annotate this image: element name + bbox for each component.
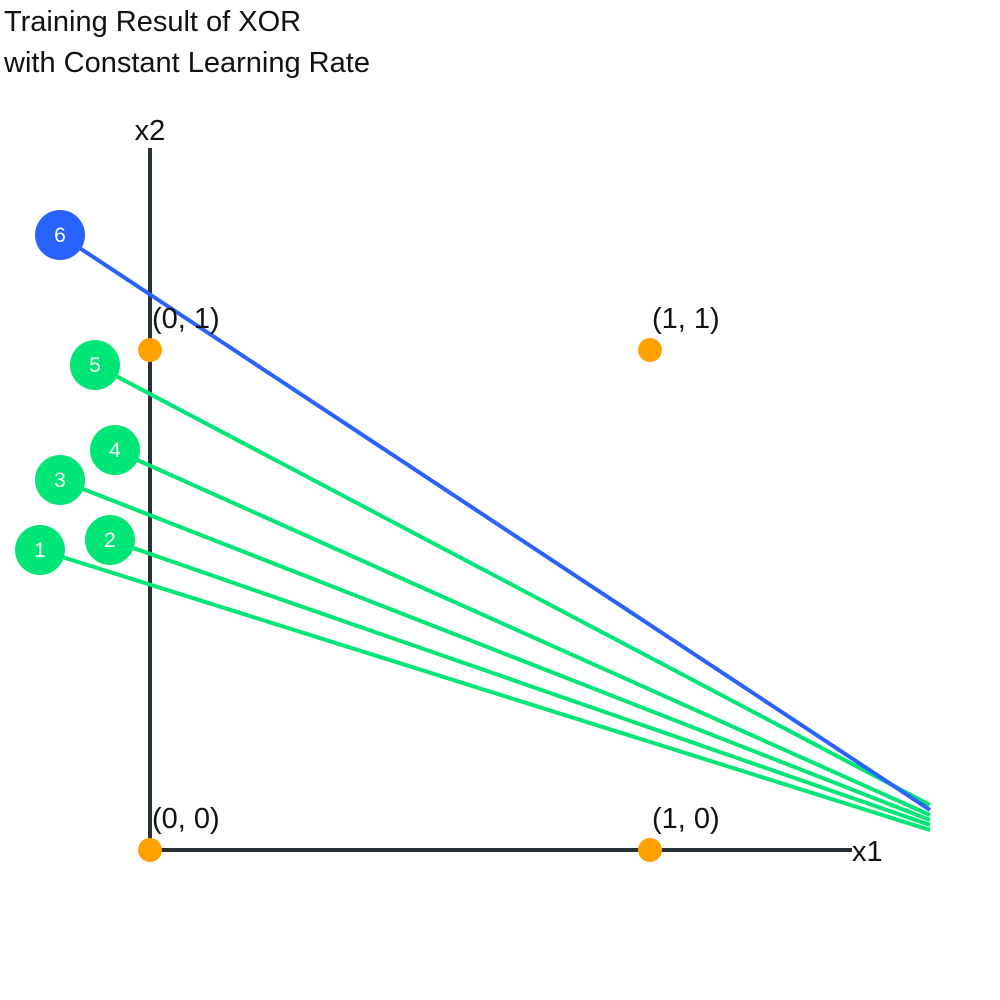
line-number-label: 3 — [54, 469, 66, 492]
boundary-lines: 1 2 3 4 5 6 — [15, 210, 932, 832]
line-number-label: 2 — [104, 529, 116, 552]
line-number-badge — [35, 210, 85, 260]
data-point-marker — [138, 838, 162, 862]
boundary-line-segment — [109, 538, 931, 827]
data-point-label: (0, 1) — [152, 303, 220, 335]
boundary-line-6: 6 — [35, 210, 932, 812]
data-point-0-1: (0, 1) — [138, 303, 220, 362]
boundary-line-4: 4 — [90, 425, 931, 817]
data-point-label: (1, 0) — [652, 803, 720, 835]
line-number-badge — [85, 515, 135, 565]
boundary-line-segment — [94, 363, 931, 807]
boundary-line-segment — [114, 448, 931, 817]
boundary-line-2: 2 — [85, 515, 931, 827]
data-point-marker — [138, 338, 162, 362]
data-point-marker — [638, 838, 662, 862]
line-number-label: 4 — [109, 439, 121, 462]
line-number-label: 5 — [89, 354, 101, 377]
boundary-line-segment — [39, 548, 931, 832]
boundary-line-5: 5 — [70, 340, 931, 807]
chart-title-line-1: Training Result of XOR — [4, 6, 302, 38]
data-point-0-0: (0, 0) — [138, 803, 220, 862]
chart-title-line-2: with Constant Learning Rate — [4, 47, 370, 79]
boundary-line-segment — [58, 233, 932, 812]
line-number-badge — [15, 525, 65, 575]
data-point-1-1: (1, 1) — [638, 303, 720, 362]
data-point-1-0: (1, 0) — [638, 803, 720, 862]
axes: x2 x1 — [135, 115, 883, 868]
boundary-line-segment — [59, 478, 931, 822]
line-number-badge — [35, 455, 85, 505]
chart-title: Training Result of XOR with Constant Lea… — [4, 2, 370, 84]
line-number-badge — [90, 425, 140, 475]
data-points: (0, 1) (1, 1) (0, 0) (1, 0) — [138, 303, 720, 862]
line-number-badge — [70, 340, 120, 390]
line-number-label: 1 — [34, 539, 46, 562]
x2-axis-label: x2 — [135, 115, 166, 147]
x1-axis-label: x1 — [852, 836, 883, 868]
data-point-label: (1, 1) — [652, 303, 720, 335]
data-point-label: (0, 0) — [152, 803, 220, 835]
line-number-label: 6 — [54, 224, 66, 247]
data-point-marker — [638, 338, 662, 362]
boundary-line-1: 1 — [15, 525, 931, 832]
boundary-line-3: 3 — [35, 455, 931, 822]
